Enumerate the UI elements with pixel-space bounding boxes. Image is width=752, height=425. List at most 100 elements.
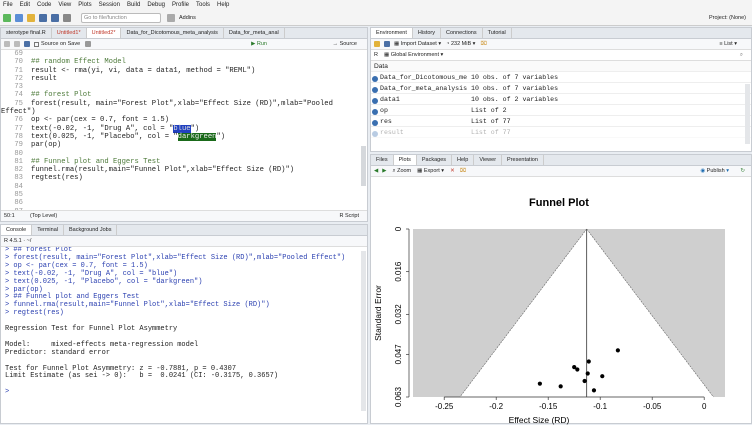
environment-tab[interactable]: History [412,28,442,38]
editor-tab[interactable]: Untitled1* [51,28,87,38]
y-axis-label: Standard Error [373,285,383,341]
environment-row[interactable]: Data_for_Dicotomous_me 10 obs. of 7 varia… [371,72,751,83]
environment-tab[interactable]: Environment [371,28,413,38]
console-line [5,381,371,389]
import-dataset-button[interactable]: ▦ Import Dataset ▾ [394,41,442,47]
environment-row[interactable]: result List of 77 [371,127,751,138]
y-tick-label: 0.047 [394,344,403,365]
console-line: Predictor: standard error [5,348,111,357]
save-doc-icon[interactable] [24,41,30,47]
plot-forward-icon[interactable]: ▶ [382,168,387,174]
zoom-button[interactable]: ⌕ Zoom [392,167,412,174]
project-menu[interactable]: Project: (None) [709,14,746,21]
editor-scrollbar[interactable] [361,146,366,186]
environment-tab[interactable]: Tutorial [482,28,512,38]
code-text: result <- rma(yi, vi, data = data1, meth… [31,66,256,75]
menu-code[interactable]: Code [37,2,52,8]
run-button[interactable]: ▶ Run [251,41,267,47]
print-icon[interactable] [63,13,71,22]
files-tab[interactable]: Packages [416,155,453,165]
search-icon[interactable] [85,41,92,47]
code-text: ") [190,124,200,133]
line-number: 77 [14,124,23,133]
remove-plot-icon[interactable]: ✕ [450,168,455,174]
x-axis-label: Effect Size (RD) [509,415,570,425]
x-tick-label: 0 [702,402,707,411]
environment-row[interactable]: data1 10 obs. of 2 variables [371,94,751,105]
menu-build[interactable]: Build [126,2,141,8]
console-tab[interactable]: Background Jobs [63,225,118,235]
save-icon[interactable] [39,13,47,22]
environment-table: Data_for_Dicotomous_me 10 obs. of 7 varia… [371,72,751,138]
variable-value: 10 obs. of 7 variables [471,73,559,81]
line-number: 79 [14,141,23,150]
menu-tools[interactable]: Tools [196,2,211,8]
search-icon[interactable]: ⌕ [739,51,743,58]
menu-debug[interactable]: Debug [147,2,165,8]
language-select[interactable]: R [374,52,378,58]
new-file-icon[interactable] [3,13,11,22]
study-point [600,374,605,379]
study-point [558,384,563,389]
x-tick-label: -0.2 [489,402,503,411]
open-file-icon[interactable] [27,13,35,22]
editor-tab[interactable]: Untitled2* [86,28,122,38]
menu-session[interactable]: Session [98,2,120,8]
environment-tab[interactable]: Connections [441,28,483,38]
open-project-icon[interactable] [15,13,23,22]
menu-view[interactable]: View [58,2,72,8]
variable-name: op [371,107,443,115]
environment-tabs: Environment History Connections Tutorial [371,28,751,39]
console-output[interactable]: > ## forest Plot > forest(result, main="F… [5,247,371,425]
environment-row[interactable]: Data_for_meta_analysis 10 obs. of 7 varia… [371,83,751,94]
list-view-button[interactable]: ≡ List ▾ [719,41,737,47]
addins-menu[interactable]: Addins [179,14,196,21]
save-all-icon[interactable] [51,13,59,22]
console-line: > funnel.rma(result,main="Funnel Plot",x… [5,301,270,310]
files-tab[interactable]: Help [452,155,475,165]
line-number: 73 [14,83,23,92]
plot-back-icon[interactable]: ◀ [374,168,379,174]
line-number: 69 [14,50,23,58]
files-tab[interactable]: Presentation [502,155,544,165]
console-scrollbar[interactable] [361,251,366,411]
line-number: 87 [1,208,23,210]
files-tab[interactable]: Files [371,155,394,165]
forward-icon[interactable] [14,41,20,47]
code-editor[interactable]: 69 70 ## random Effect Model 71 result <- rm… [1,50,367,210]
code-text: text(0.025, -1, "Placebo", col = " [31,132,178,141]
files-tab[interactable]: Plots [393,155,417,165]
console-tab[interactable]: Terminal [32,225,64,235]
source-on-save-checkbox[interactable] [34,41,39,47]
environment-scope-select[interactable]: ▦ Global Environment ▾ [383,52,444,58]
clear-broom-icon[interactable]: ⌧ [480,41,487,47]
environment-row[interactable]: op List of 2 [371,105,751,116]
environment-scrollbar[interactable] [745,84,750,144]
menu-help[interactable]: Help [217,2,230,8]
save-workspace-icon[interactable] [384,41,390,47]
goto-file-input[interactable]: Go to file/function [81,12,161,23]
environment-row[interactable]: res List of 77 [371,116,751,127]
grid-icon[interactable] [167,13,175,22]
file-type-indicator[interactable]: R Script [339,213,359,219]
code-line: 72 result [1,75,367,83]
memory-usage[interactable]: ◔ 232 MiB ▾ [446,41,476,47]
files-tab[interactable]: Viewer [474,155,503,165]
refresh-icon[interactable]: ↻ [740,168,745,174]
clear-plots-icon[interactable]: ⌧ [459,168,467,174]
menu-edit[interactable]: Edit [19,2,31,8]
console-tab[interactable]: Console [1,225,33,235]
menu-plots[interactable]: Plots [78,2,92,8]
publish-button[interactable]: ◉ Publish ▾ [700,168,729,174]
menu-profile[interactable]: Profile [172,2,190,8]
back-icon[interactable] [4,41,10,47]
export-button[interactable]: ▦ Export ▾ [417,168,445,174]
console-line: > regtest(res) [5,309,64,318]
editor-tab[interactable]: Data_for_meta_anal [223,28,285,38]
menu-file[interactable]: File [3,2,13,8]
editor-tab[interactable]: sterotype final.R [1,28,52,38]
source-button[interactable]: → Source [332,41,357,47]
load-workspace-icon[interactable] [374,41,380,47]
editor-tab[interactable]: Data_for_Dicotomous_meta_analysis [121,28,224,38]
scope-indicator[interactable]: (Top Level) [30,213,58,219]
